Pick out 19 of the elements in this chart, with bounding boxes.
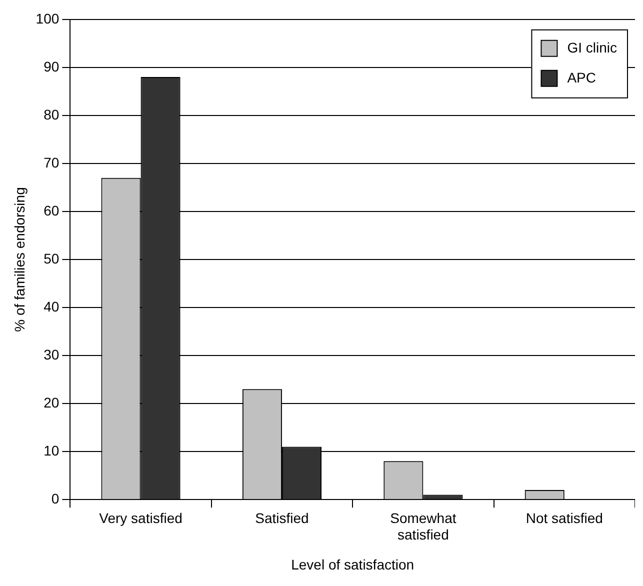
x-axis-title: Level of satisfaction: [291, 556, 414, 572]
x-tick-label: Very satisfied: [99, 510, 182, 526]
x-tick-label: Satisfied: [255, 510, 309, 526]
y-tick-label: 30: [44, 346, 60, 362]
y-tick-label: 50: [44, 250, 60, 266]
y-tick-label: 20: [44, 394, 60, 410]
x-tick-label: Not satisfied: [526, 510, 603, 526]
x-tick-label: Somewhat satisfied: [390, 510, 456, 543]
y-tick-label: 80: [44, 106, 60, 122]
legend-label: GI clinic: [567, 39, 618, 56]
y-tick-label: 60: [44, 202, 60, 218]
y-tick-label: 70: [44, 154, 60, 170]
y-tick-label: 10: [44, 442, 60, 458]
y-axis-title: % of families endorsing: [11, 187, 28, 332]
y-tick-label: 0: [51, 490, 60, 506]
y-tick-label: 100: [36, 10, 60, 26]
y-tick-label: 90: [44, 58, 60, 74]
legend-label: APC: [567, 69, 596, 86]
y-tick-label: 40: [44, 298, 60, 314]
